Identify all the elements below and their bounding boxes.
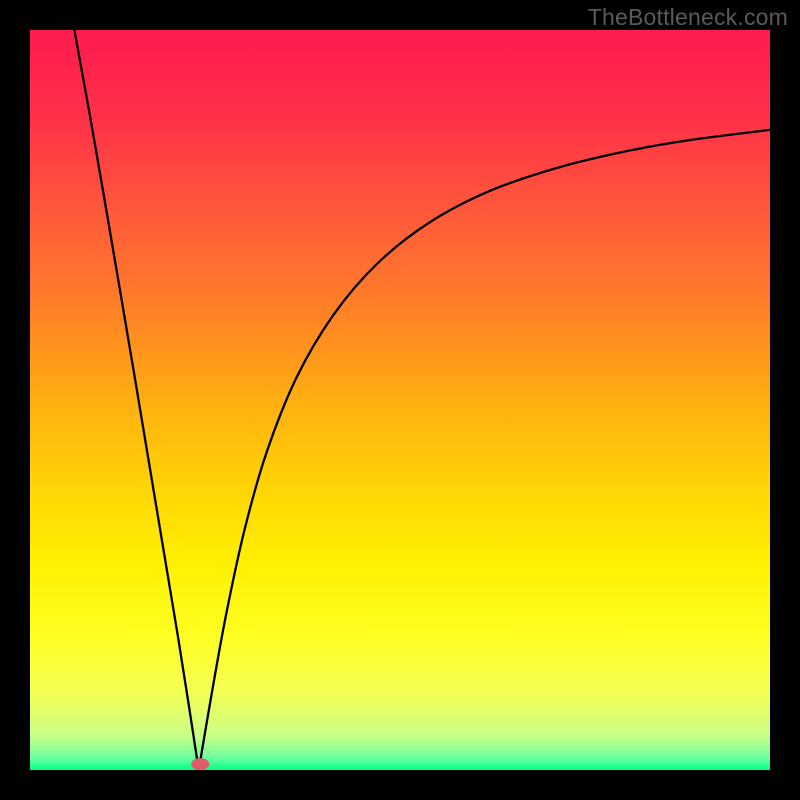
plot-area [30, 30, 770, 770]
watermark-text: TheBottleneck.com [588, 4, 788, 31]
chart-frame: TheBottleneck.com [0, 0, 800, 800]
chart-background [30, 30, 770, 770]
minimum-marker [191, 758, 209, 770]
chart-svg [30, 30, 770, 770]
